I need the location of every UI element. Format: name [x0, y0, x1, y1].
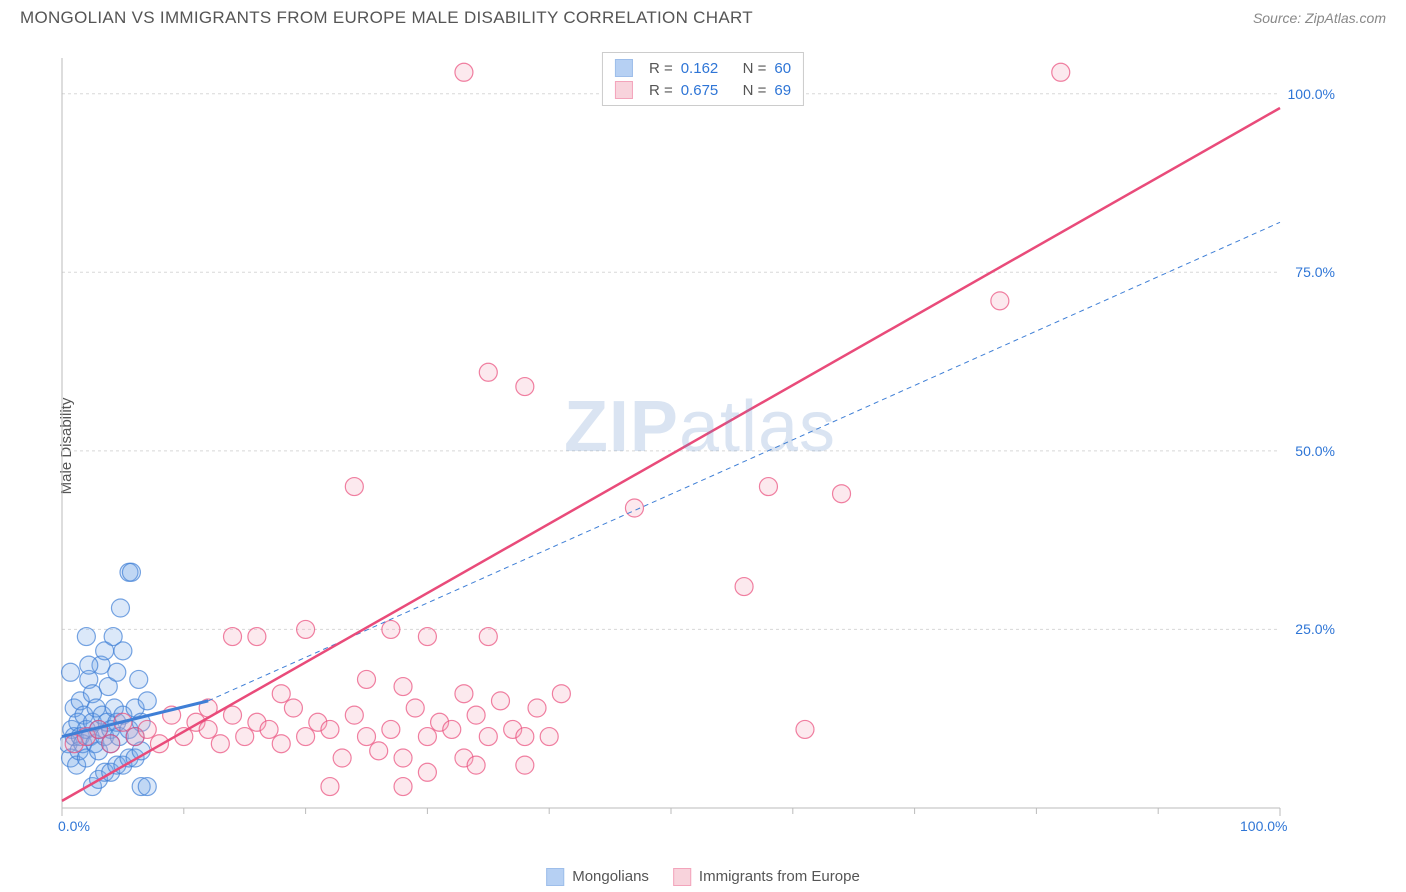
x-tick-label: 0.0%	[58, 818, 90, 834]
series-legend-item: Immigrants from Europe	[673, 868, 860, 886]
n-label: N =	[743, 82, 767, 99]
r-label: R =	[649, 82, 673, 99]
chart-title: MONGOLIAN VS IMMIGRANTS FROM EUROPE MALE…	[20, 8, 753, 28]
r-value: 0.675	[681, 82, 719, 99]
y-tick-label: 25.0%	[1295, 621, 1335, 637]
legend-swatch	[615, 81, 633, 99]
y-tick-label: 50.0%	[1295, 443, 1335, 459]
series-legend: Mongolians Immigrants from Europe	[546, 868, 860, 886]
y-tick-label: 100.0%	[1288, 86, 1335, 102]
x-tick-label: 100.0%	[1240, 818, 1287, 834]
r-label: R =	[649, 60, 673, 77]
correlation-legend: R = 0.162 N = 60 R = 0.675 N = 69	[602, 52, 804, 106]
r-value: 0.162	[681, 60, 719, 77]
y-tick-label: 75.0%	[1295, 264, 1335, 280]
n-label: N =	[743, 60, 767, 77]
legend-swatch	[673, 868, 691, 886]
n-value: 60	[774, 60, 791, 77]
series-legend-item: Mongolians	[546, 868, 649, 886]
legend-swatch	[546, 868, 564, 886]
n-value: 69	[774, 82, 791, 99]
scatter-plot	[60, 48, 1340, 838]
legend-label: Immigrants from Europe	[699, 868, 860, 885]
chart-header: MONGOLIAN VS IMMIGRANTS FROM EUROPE MALE…	[0, 0, 1406, 32]
legend-label: Mongolians	[572, 868, 649, 885]
chart-area: ZIPatlas	[60, 48, 1340, 838]
chart-source: Source: ZipAtlas.com	[1253, 10, 1386, 26]
correlation-legend-row: R = 0.675 N = 69	[615, 79, 791, 101]
correlation-legend-row: R = 0.162 N = 60	[615, 57, 791, 79]
legend-swatch	[615, 59, 633, 77]
